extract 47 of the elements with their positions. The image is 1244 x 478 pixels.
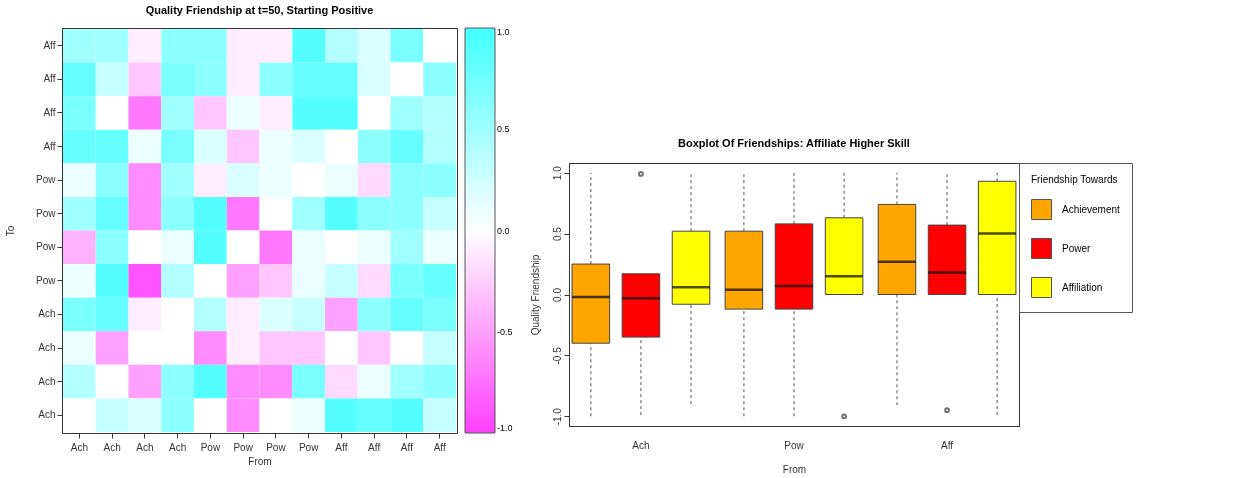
y-tick-label: Ach xyxy=(38,409,56,421)
x-axis-title: From xyxy=(248,455,272,467)
x-tick-label: Ach xyxy=(136,441,154,453)
x-tick-label: Ach xyxy=(103,441,121,453)
y-tick-label: -1.0 xyxy=(551,407,563,426)
x-tick-label: Ach xyxy=(70,441,88,453)
y-tick-label: Aff xyxy=(43,106,56,118)
color-bar-label: -1.0 xyxy=(497,423,513,433)
chart-title: Quality Friendship at t=50, Starting Positive xyxy=(145,4,374,16)
x-tick-label: Aff xyxy=(368,441,381,453)
y-axis-title: To xyxy=(5,225,17,237)
x-tick-label: Ach xyxy=(632,439,650,451)
y-tick-label: Ach xyxy=(38,375,56,387)
legend-label: Power xyxy=(1062,242,1092,254)
color-bar-label: -0.5 xyxy=(497,326,513,337)
x-tick-label: Pow xyxy=(298,441,320,453)
x-tick-label: Aff xyxy=(400,441,414,453)
y-tick-label: Ach xyxy=(38,342,56,354)
y-tick-label: Pow xyxy=(36,207,57,219)
color-bar-label: 0.0 xyxy=(497,225,510,236)
x-tick-label: Aff xyxy=(433,441,446,453)
y-tick-label: Ach xyxy=(38,308,56,320)
x-tick-label: Pow xyxy=(200,441,221,453)
y-tick-label: Pow xyxy=(36,174,57,186)
y-tick-label: Aff xyxy=(43,73,56,85)
color-bar-label: 0.5 xyxy=(497,124,510,135)
y-tick-label: Aff xyxy=(43,39,56,51)
color-bar-label: 1.0 xyxy=(497,27,510,37)
y-axis-title: Quality Friendship xyxy=(529,254,541,336)
x-tick-label: Pow xyxy=(784,439,805,451)
y-tick-label: 0.5 xyxy=(551,226,563,242)
x-tick-label: Pow xyxy=(266,441,287,453)
y-tick-label: -0.5 xyxy=(551,346,563,365)
y-tick-label: 0.0 xyxy=(551,287,563,302)
legend-title: Friendship Towards xyxy=(1031,174,1118,185)
y-tick-label: Aff xyxy=(43,140,56,152)
x-tick-label: Aff xyxy=(941,439,954,451)
legend-label: Affiliation xyxy=(1062,281,1103,293)
chart-title: Boxplot Of Friendships: Affiliate Higher Skill xyxy=(678,136,910,149)
x-tick-label: Pow xyxy=(233,441,254,453)
y-tick-label: 1.0 xyxy=(551,165,563,181)
x-tick-label: Aff xyxy=(335,441,348,453)
y-tick-label: Pow xyxy=(36,241,57,253)
x-axis-title: From xyxy=(782,463,807,475)
legend-label: Achievement xyxy=(1062,203,1121,215)
y-tick-label: Pow xyxy=(36,274,57,286)
x-tick-label: Ach xyxy=(169,441,187,453)
